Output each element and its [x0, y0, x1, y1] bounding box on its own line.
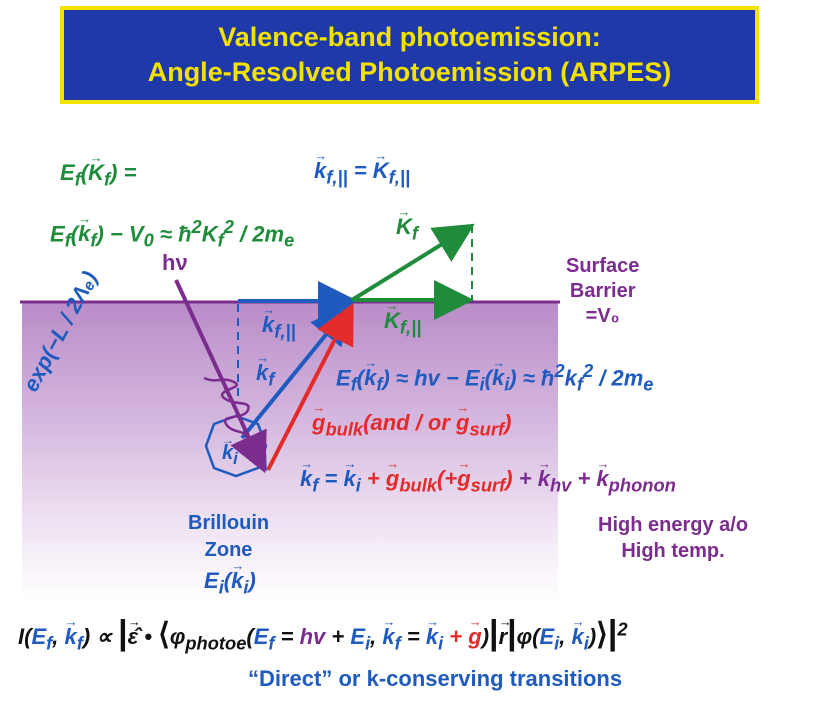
final-energy-eq-1: Ef(Kf) = [60, 150, 136, 190]
brillouin-zone-text: Brillouin Zone [188, 512, 270, 561]
g-bulk-arrow [266, 302, 354, 471]
surface-barrier-label: Surface Barrier =V₀ [566, 254, 639, 329]
K-final-label: Kf [396, 204, 418, 244]
brillouin-zone-label: Brillouin Zone [188, 510, 269, 564]
k-initial-label: ki [222, 433, 238, 469]
surface-barrier-text: Surface Barrier =V₀ [566, 255, 640, 327]
intensity-formula: I(Ef, kf) ∝ |ε̂ • ⟨φphotoe(Ef = hv + Ei,… [18, 614, 628, 654]
K-final-arrow [350, 223, 475, 302]
photon-arrow [174, 279, 267, 474]
final-energy-eq-2: Ef(kf) − V0 ≈ ħ2Kf2 / 2me [50, 211, 294, 252]
photon-label: hν [162, 250, 188, 275]
title-line-2: Angle-Resolved Photoemission (ARPES) [147, 57, 672, 87]
crystal-region [22, 302, 558, 602]
momentum-conservation-eq: kf = ki + gbulk(+gsurf) + khv + kphonon [300, 456, 676, 496]
high-energy-text: High energy a/o High temp. [598, 514, 749, 562]
photon-wave [203, 376, 250, 439]
high-energy-label: High energy a/o High temp. [598, 512, 748, 564]
direct-transitions-label: “Direct” or k-conserving transitions [248, 666, 623, 691]
K-parallel-label: Kf,|| [384, 298, 421, 338]
k-final-label: kf [256, 350, 274, 390]
g-bulk-label: gbulk(and / or gsurf) [312, 400, 511, 440]
initial-energy-label: Ei(ki) [204, 558, 256, 598]
title-box: Valence-band photoemission: Angle-Resolv… [60, 6, 759, 104]
k-parallel-label: kf,|| [262, 302, 296, 342]
inside-energy-eq: Ef(kf) ≈ hv − Ei(ki) ≈ ħ2kf2 / 2me [336, 355, 653, 396]
parallel-conservation-eq: kf,|| = Kf,|| [314, 148, 410, 188]
title-line-1: Valence-band photoemission: [218, 22, 601, 52]
